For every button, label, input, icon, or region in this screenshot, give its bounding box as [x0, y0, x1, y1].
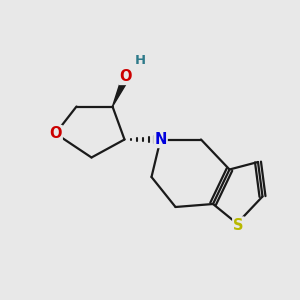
Polygon shape [112, 72, 131, 106]
Text: O: O [49, 126, 62, 141]
Text: S: S [233, 218, 244, 232]
Text: H: H [134, 54, 146, 68]
Text: O: O [120, 69, 132, 84]
Text: N: N [154, 132, 167, 147]
